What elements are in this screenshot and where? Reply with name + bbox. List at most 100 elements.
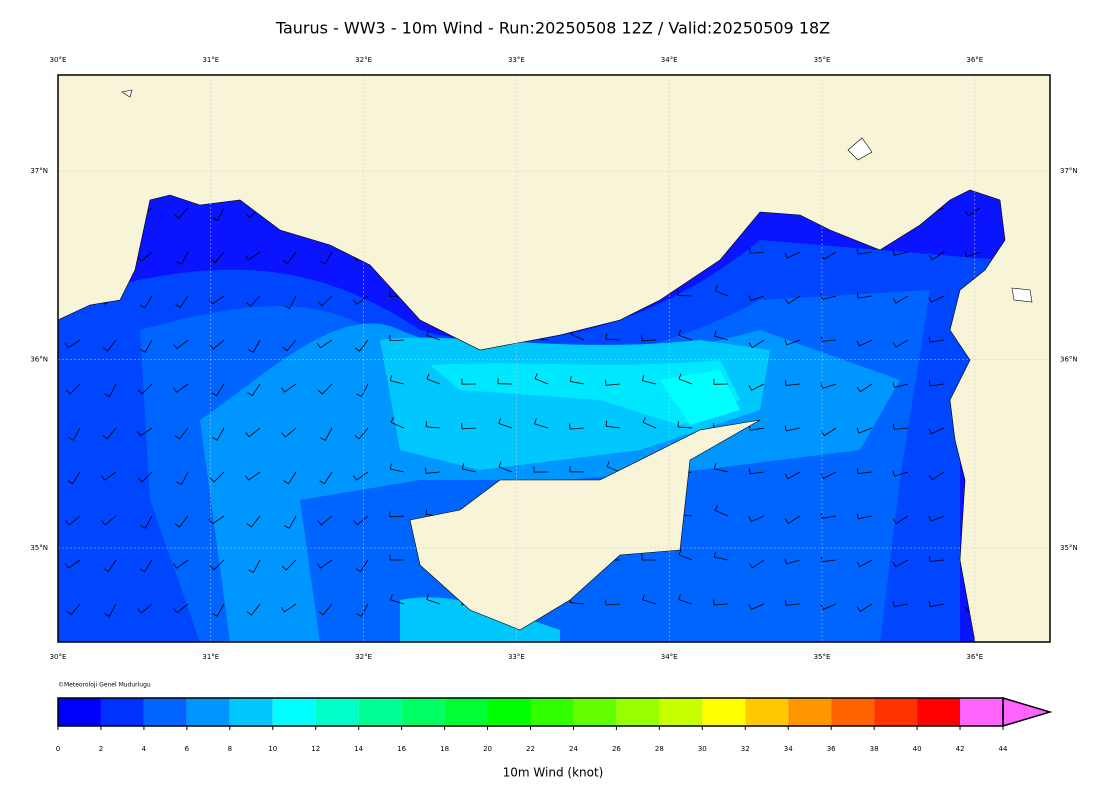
wind-barb: [964, 251, 981, 258]
wind-barb: [713, 463, 729, 473]
lon-label: 34°E: [661, 56, 678, 64]
colorbar-segment: [186, 698, 230, 726]
wind-barb: [212, 603, 225, 617]
wind-barb: [748, 295, 765, 302]
wind-barb: [857, 467, 873, 474]
wind-barb: [821, 335, 837, 342]
wind-barb: [748, 424, 765, 431]
colorbar-segment: [358, 698, 402, 726]
wind-barb: [246, 515, 261, 528]
wind-barb: [426, 329, 441, 341]
wind-barb: [248, 339, 261, 353]
wind-barb: [282, 251, 297, 264]
lon-label: 34°E: [661, 653, 678, 661]
wind-barb: [281, 559, 297, 571]
colorbar-tick-label: 44: [999, 745, 1008, 753]
colorbar-segment: [788, 698, 832, 726]
wind-barb: [606, 461, 621, 473]
wind-barb: [569, 423, 585, 430]
wind-barb: [136, 427, 153, 437]
wind-barb: [892, 470, 909, 477]
wind-barb: [714, 330, 729, 341]
lon-label: 36°E: [966, 653, 983, 661]
wind-barb: [355, 559, 369, 573]
colorbar-tick-label: 24: [569, 745, 578, 753]
wind-barb: [929, 555, 945, 563]
wind-barb: [319, 251, 333, 265]
lon-label: 35°E: [814, 653, 831, 661]
wind-barb: [714, 505, 729, 517]
wind-barb: [856, 339, 873, 347]
wind-barb: [893, 423, 909, 430]
wind-barb: [173, 383, 189, 393]
wind-barb: [139, 559, 153, 573]
wind-barb: [533, 466, 549, 473]
lat-label: 35°N: [1060, 544, 1078, 552]
wind-barb: [856, 292, 873, 299]
title: Taurus - WW3 - 10m Wind - Run:20250508 1…: [275, 19, 830, 38]
colorbar-segment: [530, 698, 574, 726]
colorbar-tick-label: 14: [354, 745, 363, 753]
colorbar-tick-label: 4: [142, 745, 147, 753]
map: [58, 75, 1050, 642]
wind-barb: [318, 603, 333, 616]
wind-barb: [713, 378, 729, 385]
map-frame: [57, 74, 1051, 643]
wind-barb: [856, 603, 873, 613]
wind-barb: [140, 515, 153, 529]
wind-barb: [497, 378, 513, 385]
wind-barb: [317, 515, 333, 526]
wind-barb: [140, 339, 153, 353]
wind-barb: [892, 339, 909, 348]
wind-barb: [928, 601, 945, 608]
wind-barb: [353, 515, 369, 526]
wind-barb: [928, 295, 945, 303]
wind-barb: [426, 594, 441, 605]
wind-barb: [67, 471, 81, 485]
wind-barb: [785, 599, 801, 606]
wind-barb: [389, 335, 405, 342]
wind-barb: [104, 383, 117, 397]
wind-barb: [247, 383, 261, 397]
wind-barb: [748, 559, 765, 569]
wind-barb: [856, 248, 873, 255]
wind-barb: [208, 515, 225, 525]
wind-barb: [212, 427, 225, 441]
wind-barb: [928, 336, 945, 343]
wind-barb: [175, 295, 189, 309]
wind-barb: [317, 295, 333, 307]
lon-label: 30°E: [50, 56, 67, 64]
wind-barb: [784, 425, 801, 432]
wind-barb: [928, 471, 945, 481]
wind-barb: [173, 603, 189, 614]
wind-barb: [784, 558, 801, 565]
wind-barb: [820, 512, 837, 519]
wind-barb: [137, 251, 153, 262]
wind-barb: [173, 339, 189, 350]
wind-barb: [173, 559, 189, 569]
wind-barb: [319, 471, 333, 485]
wind-barb: [389, 463, 405, 473]
lon-label: 31°E: [202, 56, 219, 64]
wind-barb: [389, 375, 405, 385]
wind-barb: [316, 559, 333, 569]
wind-barb: [356, 383, 369, 397]
colorbar-tick-label: 34: [784, 745, 793, 753]
wind-barb: [137, 383, 153, 395]
lon-label: 36°E: [966, 56, 983, 64]
wind-barb: [390, 417, 405, 429]
wind-barb: [784, 339, 801, 346]
colorbar-segment: [659, 698, 703, 726]
colorbar-segment: [831, 698, 875, 726]
wind-barb: [390, 594, 405, 605]
colorbar-segment: [960, 698, 1003, 726]
wind-barb: [64, 559, 81, 569]
wind-barb: [892, 295, 909, 304]
wind-barb: [389, 554, 405, 561]
wind-barb: [208, 295, 225, 305]
wind-barb: [748, 515, 765, 523]
wind-barb: [209, 559, 225, 571]
wind-barb: [353, 471, 369, 481]
wind-barb: [678, 549, 693, 561]
wind-barb: [64, 339, 81, 349]
